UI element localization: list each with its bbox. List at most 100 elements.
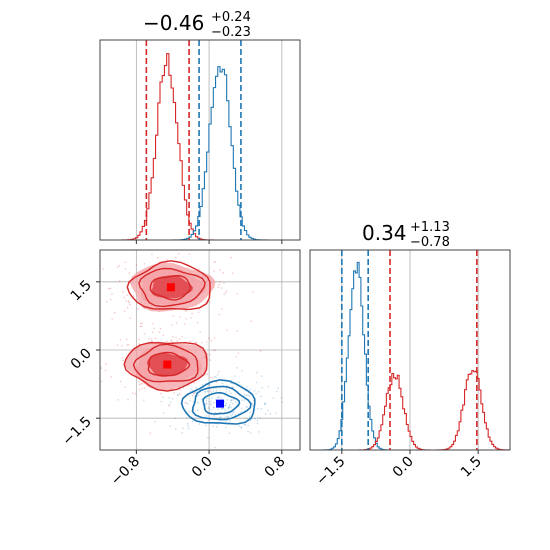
- scatter-point-red: [172, 315, 175, 317]
- scatter-point-blue: [238, 424, 240, 427]
- scatter-point-blue: [213, 407, 215, 409]
- scatter-point-red: [193, 392, 196, 394]
- scatter-point-red: [119, 380, 122, 383]
- scatter-point-blue: [224, 417, 226, 419]
- scatter-point-red: [217, 371, 220, 373]
- scatter-point-red: [225, 290, 228, 292]
- scatter-point-red: [219, 281, 221, 283]
- scatter-point-red: [126, 294, 128, 297]
- scatter-point-blue: [174, 428, 177, 430]
- scatter-point-blue: [255, 371, 258, 374]
- scatter-point-red: [139, 325, 142, 328]
- scatter-point-red: [165, 340, 168, 342]
- scatter-point-blue: [223, 401, 226, 403]
- scatter-point-red: [107, 287, 110, 290]
- scatter-point-red: [131, 392, 134, 394]
- scatter-point-red: [218, 283, 220, 286]
- scatter-point-red: [160, 392, 162, 395]
- scatter-point-red: [223, 282, 225, 284]
- scatter-point-red: [230, 256, 233, 259]
- scatter-point-blue: [227, 406, 230, 409]
- scatter-point-red: [209, 376, 212, 379]
- scatter-point-red: [138, 338, 140, 341]
- x-tick-label: −0.8: [108, 454, 143, 489]
- scatter-point-blue: [208, 384, 211, 387]
- scatter-point-red: [141, 382, 144, 385]
- scatter-point-red: [158, 331, 161, 333]
- scatter-point-red: [138, 380, 141, 383]
- scatter-point-blue: [186, 423, 189, 425]
- x-tick-label: 0.0: [390, 454, 417, 481]
- scatter-point-red: [126, 306, 129, 309]
- scatter-point-red: [237, 352, 240, 354]
- scatter-point-blue: [267, 385, 270, 388]
- scatter-point-blue: [224, 409, 226, 411]
- scatter-point-blue: [212, 387, 215, 390]
- scatter-point-blue: [220, 407, 223, 410]
- scatter-point-blue: [258, 431, 260, 433]
- scatter-point-red: [151, 340, 153, 343]
- scatter-point-blue: [215, 376, 217, 379]
- scatter-point-blue: [225, 402, 228, 405]
- scatter-point-red: [250, 320, 253, 323]
- scatter-point-blue: [224, 404, 227, 407]
- scatter-point-red: [218, 313, 221, 316]
- scatter-point-blue: [205, 415, 208, 417]
- scatter-point-blue: [272, 397, 275, 399]
- scatter-point-red: [116, 344, 119, 346]
- scatter-point-red: [135, 264, 138, 266]
- scatter-point-red: [155, 337, 157, 340]
- scatter-point-blue: [195, 387, 198, 389]
- scatter-point-blue: [221, 382, 224, 385]
- scatter-point-red: [252, 291, 254, 293]
- scatter-point-blue: [254, 417, 256, 420]
- scatter-point-blue: [216, 426, 218, 428]
- scatter-point-blue: [264, 402, 267, 404]
- scatter-point-red: [217, 286, 220, 289]
- scatter-point-blue: [229, 401, 232, 404]
- scatter-point-blue: [209, 403, 212, 405]
- scatter-point-red: [190, 316, 192, 319]
- scatter-point-red: [109, 298, 112, 301]
- scatter-point-red: [171, 340, 173, 342]
- scatter-point-blue: [205, 402, 208, 405]
- scatter-point-red: [111, 293, 113, 295]
- scatter-point-blue: [215, 390, 218, 392]
- y-tick-label: 0.0: [68, 346, 95, 373]
- scatter-point-red: [221, 308, 223, 310]
- scatter-point-red: [219, 269, 221, 271]
- contour-line-red: [132, 343, 199, 383]
- scatter-point-blue: [249, 411, 251, 414]
- scatter-point-red: [171, 324, 173, 326]
- scatter-point-red: [184, 401, 187, 404]
- scatter-point-blue: [259, 417, 261, 420]
- scatter-point-red: [149, 432, 152, 434]
- scatter-point-blue: [246, 406, 249, 408]
- scatter-point-blue: [230, 399, 232, 402]
- scatter-point-blue: [243, 399, 245, 401]
- scatter-point-red: [116, 266, 119, 268]
- scatter-point-blue: [220, 397, 223, 399]
- scatter-point-red: [100, 380, 103, 383]
- scatter-point-blue: [187, 427, 190, 430]
- scatter-point-red: [259, 350, 262, 352]
- scatter-point-red: [184, 323, 186, 325]
- scatter-point-blue: [212, 390, 215, 393]
- scatter-point-red: [128, 301, 131, 304]
- title-bottom-right: 0.34 +1.13 −0.78: [362, 220, 450, 250]
- scatter-point-blue: [176, 394, 179, 396]
- scatter-point-red: [231, 272, 234, 275]
- scatter-point-blue: [256, 422, 259, 425]
- scatter-point-blue: [232, 411, 234, 413]
- scatter-point-blue: [230, 392, 232, 394]
- scatter-point-red: [138, 343, 141, 345]
- scatter-point-red: [179, 388, 181, 391]
- scatter-point-red: [172, 335, 174, 338]
- scatter-point-blue: [169, 425, 171, 428]
- contour-line-red: [138, 267, 206, 308]
- scatter-point-blue: [230, 415, 233, 417]
- scatter-point-blue: [190, 388, 192, 390]
- scatter-point-red: [178, 253, 180, 255]
- scatter-point-red: [104, 363, 107, 365]
- scatter-point-red: [118, 264, 121, 267]
